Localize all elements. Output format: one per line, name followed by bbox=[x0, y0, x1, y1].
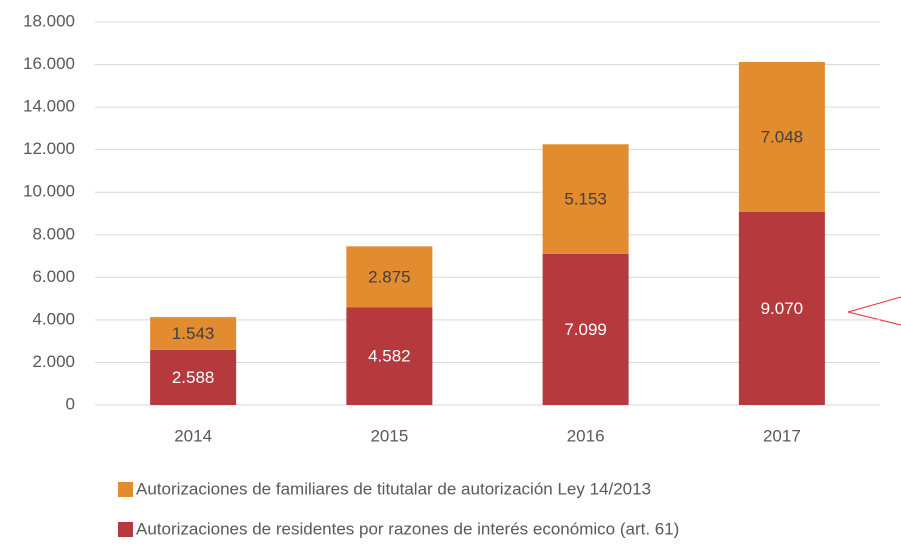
y-tick-label: 6.000 bbox=[32, 267, 75, 286]
y-tick-label: 14.000 bbox=[23, 97, 75, 116]
x-tick-label: 2017 bbox=[763, 426, 801, 445]
y-tick-label: 4.000 bbox=[32, 309, 75, 328]
y-tick-label: 8.000 bbox=[32, 224, 75, 243]
y-tick-label: 16.000 bbox=[23, 54, 75, 73]
bar-segment bbox=[542, 253, 629, 405]
legend-label: Autorizaciones de familiares de titutala… bbox=[136, 479, 651, 498]
legend-swatch bbox=[118, 522, 133, 537]
legend-label: Autorizaciones de residentes por razones… bbox=[136, 519, 679, 538]
y-tick-label: 2.000 bbox=[32, 352, 75, 371]
annotation-line bbox=[847, 296, 901, 313]
data-label: 1.543 bbox=[172, 324, 215, 343]
data-label: 7.099 bbox=[564, 320, 607, 339]
data-label: 2.588 bbox=[172, 368, 215, 387]
annotation-line bbox=[847, 311, 901, 326]
data-label: 4.582 bbox=[368, 347, 411, 366]
bar-segment bbox=[346, 246, 433, 308]
bar-segment bbox=[738, 62, 825, 213]
bar-segment bbox=[150, 349, 237, 405]
x-tick-label: 2016 bbox=[567, 426, 605, 445]
bar-segment bbox=[542, 144, 629, 254]
data-label: 7.048 bbox=[761, 128, 804, 147]
y-tick-label: 12.000 bbox=[23, 139, 75, 158]
x-tick-label: 2015 bbox=[370, 426, 408, 445]
bar-segment bbox=[346, 307, 433, 405]
y-tick-label: 10.000 bbox=[23, 182, 75, 201]
bar-segment bbox=[150, 317, 237, 350]
data-label: 9.070 bbox=[761, 299, 804, 318]
data-label: 5.153 bbox=[564, 190, 607, 209]
legend-swatch bbox=[118, 482, 133, 497]
data-label: 2.875 bbox=[368, 267, 411, 286]
bar-segment bbox=[738, 212, 825, 405]
y-tick-label: 18.000 bbox=[23, 11, 75, 30]
x-tick-label: 2014 bbox=[174, 426, 212, 445]
y-tick-label: 0 bbox=[66, 394, 75, 413]
